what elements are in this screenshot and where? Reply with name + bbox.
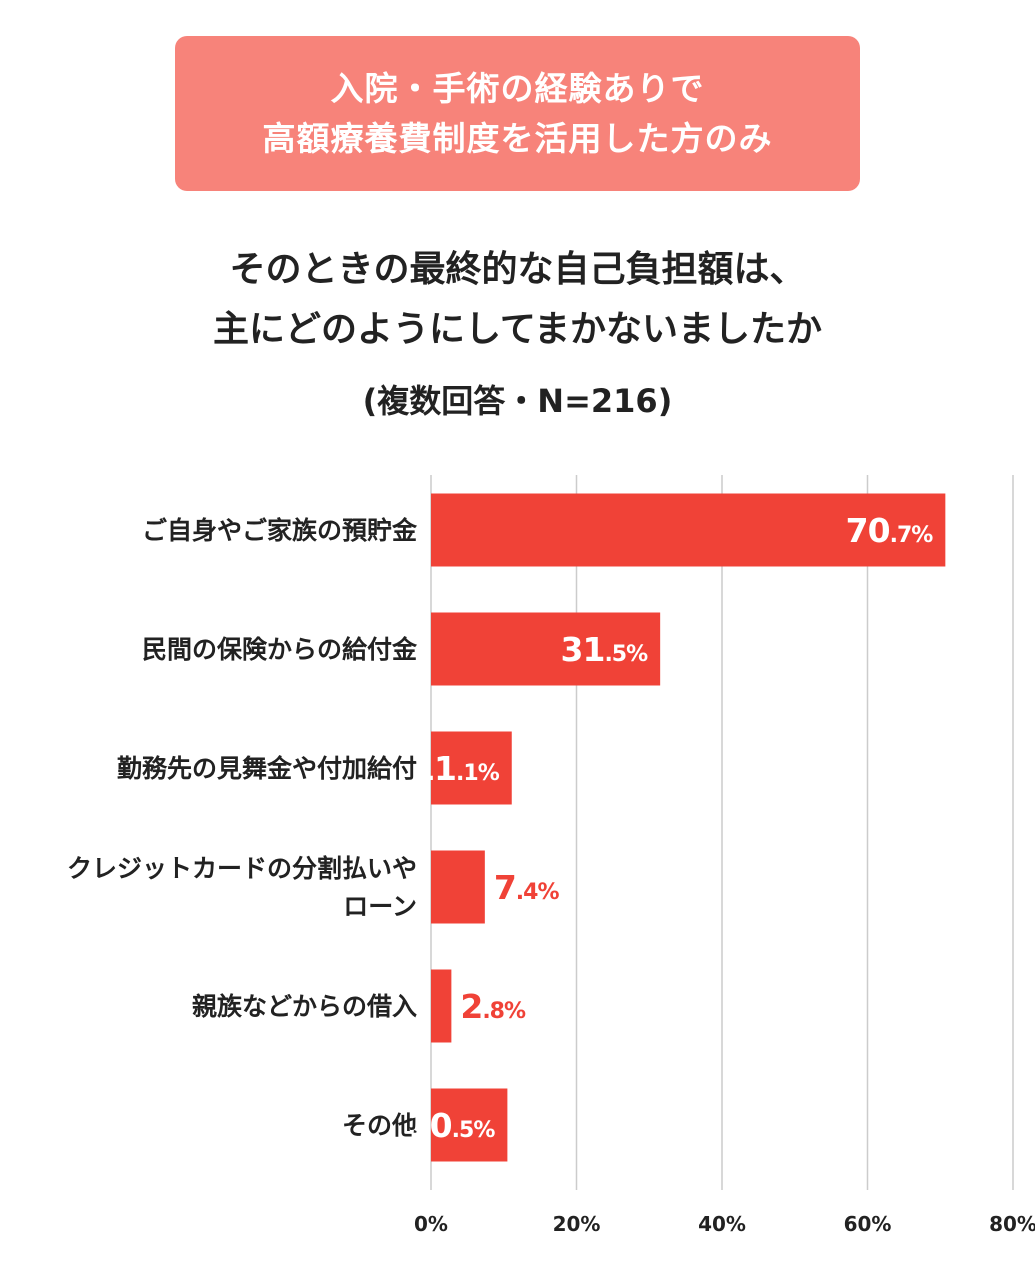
data-label: 70.7% [846, 511, 934, 550]
x-tick-label: 60% [844, 1212, 892, 1236]
bar [431, 850, 485, 924]
x-tick-label: 80% [989, 1212, 1035, 1236]
category-label: クレジットカードの分割払いや [67, 854, 417, 883]
data-label: 31.5% [561, 630, 649, 669]
category-label: その他 [342, 1111, 417, 1140]
banner-line-2: 高額療養費制度を活用した方のみ [262, 118, 773, 158]
chart-title-line-1: そのときの最終的な自己負担額は、 [229, 249, 806, 290]
data-label: 2.8% [460, 987, 526, 1026]
data-label: 7.4% [494, 868, 560, 907]
bar [431, 969, 452, 1043]
x-tick-label: 40% [698, 1212, 746, 1236]
bar [431, 493, 946, 567]
data-label: 11.1% [412, 749, 500, 788]
chart-subtitle: (複数回答・N=216) [362, 382, 673, 420]
x-tick-label: 0% [414, 1212, 448, 1236]
chart-title: そのときの最終的な自己負担額は、 主にどのようにしてまかないましたか [0, 240, 1035, 360]
banner-line-1: 入院・手術の経験ありで [330, 68, 705, 108]
filter-banner: 入院・手術の経験ありで 高額療養費制度を活用した方のみ [175, 36, 860, 191]
chart-title-line-2: 主にどのようにしてまかないましたか [212, 309, 823, 350]
category-label: ローン [343, 892, 417, 921]
category-label: 民間の保険からの給付金 [142, 635, 418, 664]
category-label: 親族などからの借入 [192, 992, 417, 1021]
bar-chart: 0% 20% 40% 60% 80% ご自身やご家族の預貯金 70.7% 民間の保険からの給付… [67, 475, 1035, 1236]
bar [431, 612, 661, 686]
bar [431, 1088, 508, 1162]
x-tick-label: 20% [553, 1212, 601, 1236]
category-label: ご自身やご家族の預貯金 [142, 516, 418, 545]
category-label: 勤務先の見舞金や付加給付 [117, 754, 417, 783]
bar [431, 731, 512, 805]
data-label: 10.5% [408, 1106, 496, 1145]
